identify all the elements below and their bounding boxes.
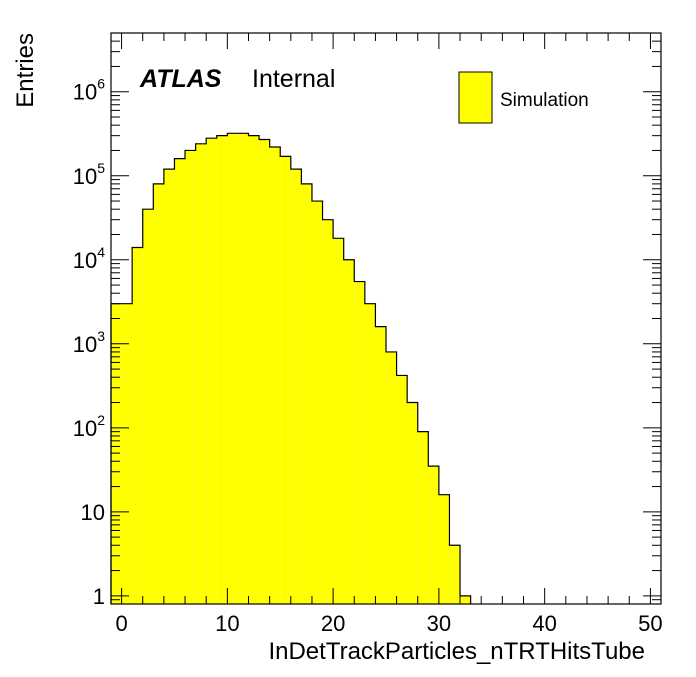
histogram-bar xyxy=(396,375,408,604)
x-tick-label: 30 xyxy=(427,611,451,636)
atlas-label: ATLAS xyxy=(139,65,222,93)
ticks-layer xyxy=(111,32,661,605)
histogram-bar xyxy=(132,247,143,605)
histogram-bar xyxy=(354,281,365,604)
histogram-bar xyxy=(438,494,450,604)
histogram-bar xyxy=(142,209,154,604)
x-tick-label: 0 xyxy=(115,611,127,636)
histogram-bar xyxy=(460,595,471,604)
histogram-outline xyxy=(110,132,472,604)
y-tick-label: 105 xyxy=(73,160,105,189)
histogram-bar xyxy=(417,431,429,604)
histogram-bar xyxy=(195,143,207,604)
histogram-bar xyxy=(216,135,228,604)
histogram-bar xyxy=(248,135,260,604)
histogram-bar xyxy=(428,466,439,604)
histogram-bar xyxy=(206,138,217,604)
histogram-bar xyxy=(259,139,270,604)
legend-swatch xyxy=(458,71,493,124)
histogram-bar xyxy=(322,219,334,605)
histogram-bar xyxy=(343,259,355,604)
y-tick-label: 103 xyxy=(73,328,105,357)
y-tick-label: 10 xyxy=(81,500,105,525)
histogram-bar xyxy=(121,303,133,604)
y-tick-label: 106 xyxy=(73,76,105,105)
y-tick-label: 1 xyxy=(93,584,105,609)
histogram-bar xyxy=(407,402,418,604)
internal-label: Internal xyxy=(252,65,335,93)
histogram-bar xyxy=(269,146,281,605)
histogram-bar xyxy=(364,303,376,604)
histogram-bar xyxy=(153,183,164,604)
histogram-bar xyxy=(237,133,249,604)
histogram-bar xyxy=(311,201,323,605)
histogram-bar xyxy=(290,169,302,604)
histogram-bar xyxy=(449,545,461,604)
histogram-bar xyxy=(333,238,344,604)
histogram-bar xyxy=(280,156,291,605)
histogram-layer xyxy=(110,132,472,605)
histogram-bar xyxy=(163,169,175,604)
x-tick-label: 10 xyxy=(215,611,239,636)
histogram-bar xyxy=(301,183,312,604)
histogram-bar xyxy=(375,326,386,604)
tick-labels-layer: 0 10 20 30 40 50 1 10 102 103 104 105 106 xyxy=(73,76,663,636)
x-tick-label: 40 xyxy=(532,611,556,636)
y-tick-label: 102 xyxy=(73,412,105,441)
x-axis-title: InDetTrackParticles_nTRTHitsTube xyxy=(268,638,645,665)
histogram-bar xyxy=(174,158,186,604)
x-tick-label: 20 xyxy=(321,611,345,636)
x-tick-label: 50 xyxy=(638,611,662,636)
histogram-bar xyxy=(227,133,238,604)
histogram-bar xyxy=(386,351,397,604)
histogram-bar xyxy=(111,303,122,604)
y-axis-title: Entries xyxy=(12,33,39,108)
legend-label-simulation: Simulation xyxy=(500,90,589,111)
y-tick-label: 104 xyxy=(73,244,105,273)
histogram-bar xyxy=(185,150,196,604)
